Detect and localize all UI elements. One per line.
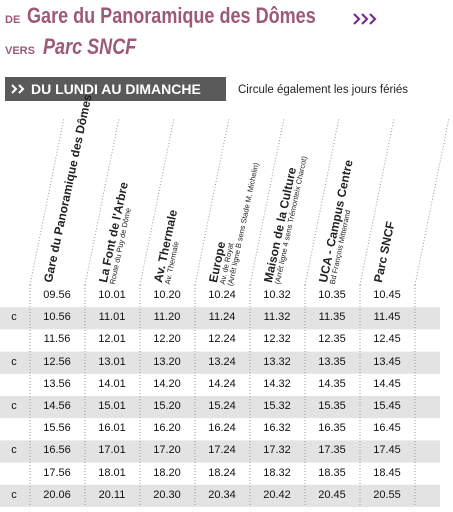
banner-days: DU LUNDI AU DIMANCHE [31, 81, 201, 97]
time-cell: 10.32 [263, 289, 291, 301]
time-cell: 17.24 [208, 444, 236, 457]
row-note: c [11, 400, 17, 412]
time-cell: 10.01 [98, 289, 126, 301]
time-cell: 12.32 [263, 333, 291, 346]
time-cell: 13.01 [98, 355, 126, 368]
time-cell: 15.20 [153, 400, 181, 412]
row-note: c [11, 355, 17, 368]
time-cell: 10.20 [153, 289, 181, 301]
time-cell: 16.24 [208, 422, 236, 435]
time-cell: 14.56 [43, 400, 71, 412]
time-cell: 14.01 [98, 377, 126, 390]
row-shade [0, 396, 440, 419]
time-cell: 20.06 [43, 488, 71, 501]
time-cell: 15.56 [43, 422, 71, 435]
time-cell: 20.34 [208, 488, 236, 501]
time-cell: 11.56 [43, 333, 71, 346]
time-cell: 10.56 [43, 311, 71, 324]
from-stop: Gare du Panoramique des Dômes [27, 3, 316, 28]
time-cell: 17.56 [43, 466, 71, 479]
time-cell: 17.01 [98, 444, 126, 457]
time-cell: 10.35 [318, 289, 346, 301]
time-cell: 17.32 [263, 444, 291, 457]
row-shade [0, 351, 440, 374]
time-cell: 12.35 [318, 333, 346, 346]
time-cell: 13.24 [208, 355, 236, 368]
time-cell: 11.24 [208, 311, 236, 324]
time-cell: 16.32 [263, 422, 291, 435]
row-shade [0, 440, 440, 463]
time-cell: 17.20 [153, 444, 181, 457]
time-cell: 13.32 [263, 355, 291, 368]
time-cell: 18.24 [208, 466, 236, 479]
time-cell: 18.01 [98, 466, 126, 479]
row-shade [0, 307, 440, 330]
time-cell: 20.11 [98, 488, 126, 501]
time-cell: 13.20 [153, 355, 181, 368]
banner-note: Circule également les jours fériés [238, 84, 409, 96]
time-cell: 18.45 [373, 466, 401, 479]
time-cell: 17.45 [373, 444, 401, 457]
banner [5, 77, 226, 101]
time-cell: 14.35 [318, 377, 346, 390]
row-note: c [11, 488, 17, 501]
time-cell: 16.01 [98, 422, 126, 435]
time-cell: 11.20 [153, 311, 181, 324]
time-cell: 11.32 [263, 311, 291, 324]
time-cell: 16.56 [43, 444, 71, 457]
time-cell: 14.32 [263, 377, 291, 390]
time-cell: 12.01 [98, 333, 126, 346]
time-cell: 15.01 [98, 400, 126, 412]
time-cell: 12.45 [373, 333, 401, 346]
time-cell: 15.24 [208, 400, 236, 412]
time-cell: 20.55 [373, 488, 401, 501]
row-shade [0, 484, 440, 507]
time-cell: 14.24 [208, 377, 236, 390]
time-cell: 18.20 [153, 466, 181, 479]
time-cell: 11.45 [373, 311, 401, 324]
time-cell: 16.35 [318, 422, 346, 435]
row-note: c [11, 311, 17, 324]
time-cell: 11.35 [318, 311, 346, 324]
to-stop: Parc SNCF [43, 34, 137, 59]
from-prefix: DE [5, 14, 21, 26]
time-cell: 12.56 [43, 355, 71, 368]
banner-arrows [11, 84, 25, 94]
time-cell: 14.45 [373, 377, 401, 390]
time-cell: 10.45 [373, 289, 401, 301]
time-cell: 15.32 [263, 400, 291, 412]
time-cell: 13.35 [318, 355, 346, 368]
time-cell: 18.32 [263, 466, 291, 479]
time-cell: 16.45 [373, 422, 401, 435]
time-cell: 20.45 [318, 488, 346, 501]
time-cell: 14.20 [153, 377, 181, 390]
to-prefix: VERS [5, 45, 35, 57]
time-cell: 10.24 [208, 289, 236, 301]
row-note: c [11, 444, 17, 457]
time-cell: 15.35 [318, 400, 346, 412]
time-cell: 09.56 [43, 289, 71, 301]
time-cell: 17.35 [318, 444, 346, 457]
time-cell: 13.45 [373, 355, 401, 368]
header-separator [414, 117, 450, 286]
time-cell: 11.01 [98, 311, 126, 324]
time-cell: 12.20 [153, 333, 181, 346]
time-cell: 12.24 [208, 333, 236, 346]
time-cell: 20.42 [263, 488, 291, 501]
time-cell: 15.45 [373, 400, 401, 412]
arrows-icon [353, 13, 377, 25]
time-cell: 18.35 [318, 466, 346, 479]
time-cell: 16.20 [153, 422, 181, 435]
time-cell: 13.56 [43, 377, 71, 390]
time-cell: 20.30 [153, 488, 181, 501]
